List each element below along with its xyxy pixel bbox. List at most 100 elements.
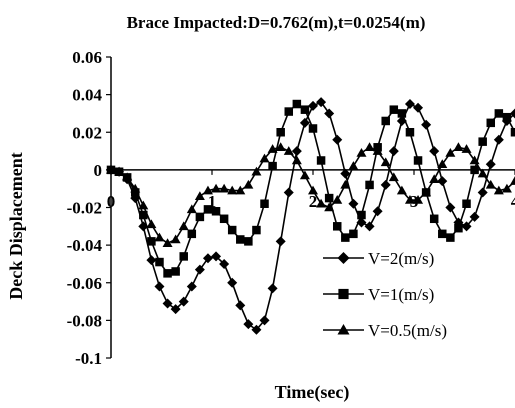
data-point (510, 176, 515, 185)
data-point (437, 176, 448, 187)
data-point (396, 185, 407, 195)
data-point (429, 174, 440, 184)
data-point (340, 168, 351, 179)
data-point (316, 156, 326, 165)
diamond-marker-icon (337, 252, 350, 264)
data-point (356, 147, 367, 157)
data-point (445, 147, 456, 157)
data-point (235, 300, 246, 311)
data-point (170, 304, 181, 315)
data-point (510, 128, 515, 137)
data-point (243, 179, 254, 189)
data-point (477, 168, 488, 178)
series-1 (106, 97, 515, 335)
legend-item: V=0.5(m/s) (323, 321, 447, 340)
data-point (486, 118, 496, 128)
data-point (413, 102, 424, 113)
x-axis-label: Time(sec) (275, 382, 350, 403)
data-point (380, 179, 391, 190)
legend-label: V=0.5(m/s) (368, 321, 447, 340)
data-point (203, 205, 213, 214)
x-tick-label: 1 (208, 192, 217, 211)
data-point (413, 156, 423, 165)
data-point (308, 185, 318, 195)
data-point (244, 237, 253, 246)
data-point (389, 105, 399, 114)
data-point (324, 202, 335, 212)
data-point (211, 207, 221, 216)
data-point (469, 155, 480, 165)
data-point (291, 146, 302, 157)
data-point (284, 107, 294, 116)
legend-label: V=1(m/s) (368, 285, 434, 304)
data-point (364, 142, 375, 152)
data-point (260, 199, 269, 208)
y-tick-label: -0.1 (75, 349, 102, 368)
y-tick-label: 0.04 (72, 86, 102, 105)
data-point (470, 165, 479, 175)
data-point (130, 183, 141, 193)
data-point (235, 185, 246, 195)
legend-label: V=2(m/s) (368, 249, 434, 268)
data-point (372, 146, 383, 155)
data-point (291, 155, 302, 165)
data-point (316, 97, 327, 108)
data-point (397, 109, 407, 118)
data-point (341, 233, 350, 242)
data-point (171, 267, 180, 276)
data-point (340, 179, 351, 189)
y-tick-label: -0.04 (67, 236, 103, 255)
data-point (227, 277, 238, 288)
data-point (364, 221, 375, 232)
data-point (114, 166, 125, 176)
data-point (437, 159, 448, 168)
data-point (219, 214, 229, 224)
data-point (502, 112, 512, 122)
data-point (493, 134, 504, 145)
data-point (178, 221, 189, 231)
data-point (251, 166, 262, 176)
data-point (381, 116, 390, 126)
data-point (275, 142, 286, 152)
data-point (211, 251, 222, 262)
data-point (267, 283, 278, 294)
data-point (388, 146, 399, 157)
data-point (178, 296, 189, 307)
data-point (130, 188, 140, 197)
data-point (146, 219, 157, 229)
series-line (110, 101, 515, 331)
data-point (283, 146, 294, 155)
data-point (494, 109, 504, 118)
data-point (251, 324, 262, 335)
legend-item: V=1(m/s) (323, 285, 434, 304)
x-tick-label: 4 (511, 192, 515, 211)
data-point (429, 214, 439, 224)
data-point (139, 210, 148, 220)
data-point (179, 252, 188, 261)
data-point (421, 187, 432, 197)
data-point (194, 191, 205, 200)
data-point (461, 144, 472, 153)
data-point (421, 119, 432, 130)
data-point (454, 223, 463, 233)
data-point (445, 202, 456, 213)
data-point (243, 319, 254, 330)
data-point (219, 258, 230, 269)
data-point (146, 255, 157, 266)
data-point (292, 99, 302, 109)
data-point (405, 128, 415, 137)
data-point (162, 238, 173, 247)
data-point (446, 233, 455, 242)
data-point (300, 105, 310, 114)
data-point (469, 211, 480, 222)
y-tick-label: -0.02 (67, 199, 102, 218)
data-point (372, 206, 383, 217)
data-point (332, 134, 343, 145)
data-point (252, 225, 261, 235)
x-tick-label: 2 (309, 192, 318, 211)
data-point (147, 237, 156, 246)
data-point (194, 264, 205, 275)
data-point (154, 281, 165, 292)
data-point (202, 253, 213, 264)
data-point (186, 204, 197, 214)
